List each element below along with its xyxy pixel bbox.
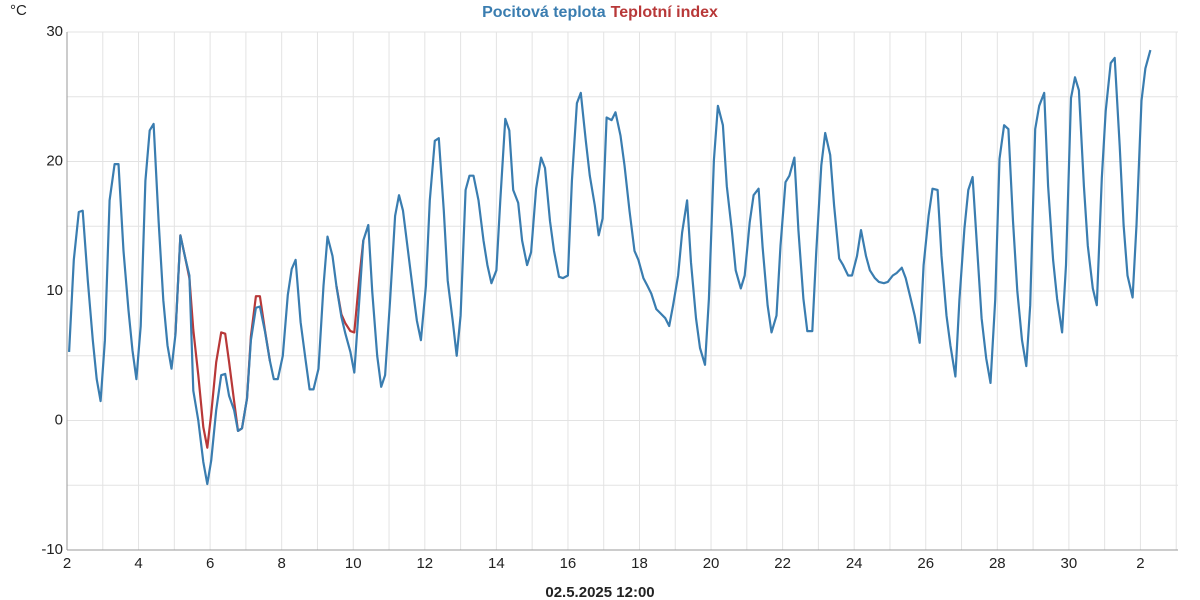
x-tick-label: 18	[631, 555, 648, 572]
x-tick-label: 24	[846, 555, 863, 572]
x-tick-label: 8	[278, 555, 286, 572]
x-tick-label: 12	[416, 555, 433, 572]
y-tick-label: 30	[46, 23, 63, 40]
x-axis-label: 02.5.2025 12:00	[545, 584, 654, 600]
y-axis-label: °C	[10, 2, 27, 19]
x-tick-label: 2	[1136, 555, 1144, 572]
x-tick-label: 30	[1061, 555, 1078, 572]
x-tick-label: 6	[206, 555, 214, 572]
legend: Pocitová teplota Teplotní index	[482, 4, 718, 21]
y-tick-label: -10	[41, 541, 63, 558]
x-tick-label: 26	[917, 555, 934, 572]
x-tick-label: 2	[63, 555, 71, 572]
x-tick-label: 4	[134, 555, 142, 572]
y-tick-label: 10	[46, 282, 63, 299]
line-series	[174, 234, 365, 449]
x-tick-label: 14	[488, 555, 505, 572]
line-series	[68, 49, 1152, 486]
y-tick-label: 0	[55, 411, 63, 428]
x-tick-label: 20	[703, 555, 720, 572]
x-tick-label: 22	[774, 555, 791, 572]
legend-entry: Pocitová teplota	[482, 4, 606, 21]
legend-entry: Teplotní index	[611, 4, 718, 21]
y-tick-label: 20	[46, 152, 63, 169]
x-tick-label: 10	[345, 555, 362, 572]
x-tick-label: 28	[989, 555, 1006, 572]
x-tick-label: 16	[560, 555, 577, 572]
